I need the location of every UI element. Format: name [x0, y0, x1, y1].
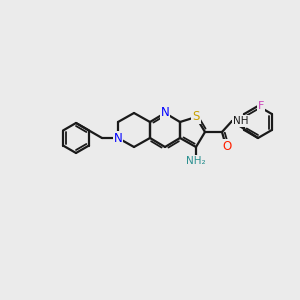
Text: F: F — [258, 101, 264, 111]
Text: S: S — [192, 110, 200, 124]
Text: N: N — [160, 106, 169, 119]
Text: O: O — [222, 140, 232, 152]
Text: N: N — [114, 131, 122, 145]
Text: NH: NH — [233, 116, 248, 126]
Text: NH₂: NH₂ — [186, 156, 206, 166]
